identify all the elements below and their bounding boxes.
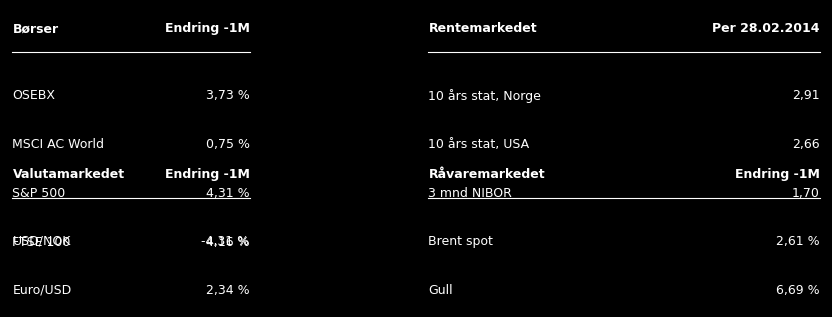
Text: Børser: Børser [12, 22, 58, 35]
Text: 4,16 %: 4,16 % [206, 236, 250, 249]
Text: Endring -1M: Endring -1M [165, 22, 250, 35]
Text: Per 28.02.2014: Per 28.02.2014 [712, 22, 820, 35]
Text: Rentemarkedet: Rentemarkedet [428, 22, 537, 35]
Text: Endring -1M: Endring -1M [735, 168, 820, 181]
Text: 4,31 %: 4,31 % [206, 187, 250, 200]
Text: Euro/USD: Euro/USD [12, 284, 72, 297]
Text: 10 års stat, USA: 10 års stat, USA [428, 138, 530, 151]
Text: 2,91: 2,91 [792, 89, 820, 102]
Text: 3 mnd NIBOR: 3 mnd NIBOR [428, 187, 513, 200]
Text: FTSE 100: FTSE 100 [12, 236, 71, 249]
Text: 6,69 %: 6,69 % [776, 284, 820, 297]
Text: 2,61 %: 2,61 % [776, 235, 820, 248]
Text: MSCI AC World: MSCI AC World [12, 138, 105, 151]
Text: 3,73 %: 3,73 % [206, 89, 250, 102]
Text: Gull: Gull [428, 284, 453, 297]
Text: -4,31 %: -4,31 % [201, 235, 250, 248]
Text: OSEBX: OSEBX [12, 89, 56, 102]
Text: 0,75 %: 0,75 % [206, 138, 250, 151]
Text: 1,70: 1,70 [791, 187, 820, 200]
Text: Valutamarkedet: Valutamarkedet [12, 168, 125, 181]
Text: 10 års stat, Norge: 10 års stat, Norge [428, 89, 542, 103]
Text: S&P 500: S&P 500 [12, 187, 66, 200]
Text: USD/NOK: USD/NOK [12, 235, 71, 248]
Text: Brent spot: Brent spot [428, 235, 493, 248]
Text: Råvaremarkedet: Råvaremarkedet [428, 168, 545, 181]
Text: Endring -1M: Endring -1M [165, 168, 250, 181]
Text: 2,34 %: 2,34 % [206, 284, 250, 297]
Text: 2,66: 2,66 [792, 138, 820, 151]
